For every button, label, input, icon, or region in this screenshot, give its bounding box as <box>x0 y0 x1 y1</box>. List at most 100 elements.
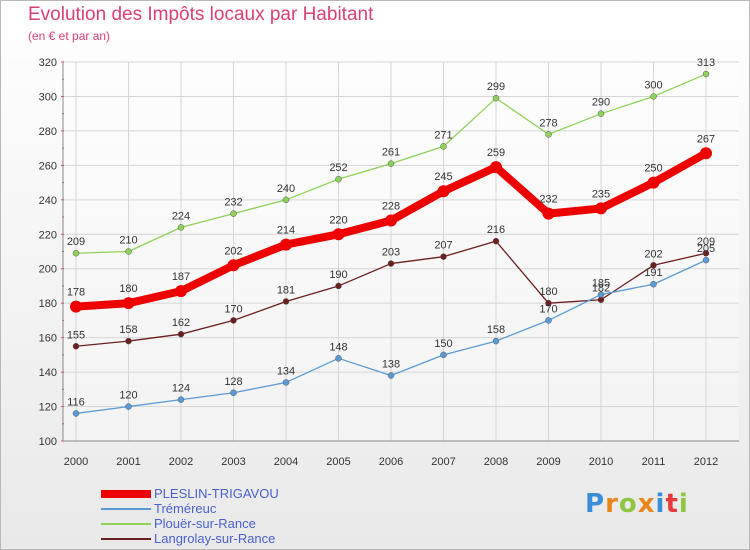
data-point-langrolay-sur-rance <box>387 260 395 267</box>
data-label-langrolay-sur-rance: 158 <box>119 324 137 336</box>
chart-legend: PLESLIN-TRIGAVOU Tréméreuc Plouër-sur-Ranc… <box>101 486 279 546</box>
logo-letter: x <box>637 489 656 519</box>
data-label-plouer-sur-rance: 313 <box>697 57 715 69</box>
data-point-tremereuc <box>335 355 342 362</box>
data-label-plouer-sur-rance: 210 <box>119 235 137 247</box>
x-tick-label: 2006 <box>379 456 403 468</box>
legend-item: PLESLIN-TRIGAVOU <box>101 486 279 501</box>
logo-letter: r <box>605 489 619 519</box>
chart-title: Evolution des Impôts locaux par Habitant <box>28 4 374 25</box>
data-label-tremereuc: 128 <box>224 376 242 388</box>
data-label-pleslin-trigavou: 245 <box>434 171 452 183</box>
x-tick-label: 2009 <box>536 456 560 468</box>
y-tick-label: 160 <box>39 333 57 345</box>
data-point-langrolay-sur-rance <box>125 337 132 345</box>
y-tick-label: 180 <box>39 298 57 310</box>
data-label-pleslin-trigavou: 202 <box>224 245 242 257</box>
data-point-langrolay-sur-rance <box>230 317 237 324</box>
data-label-pleslin-trigavou: 232 <box>539 194 557 206</box>
data-point-plouer-sur-rance <box>650 93 657 100</box>
y-tick-label: 100 <box>39 436 57 448</box>
logo-letter: o <box>618 489 638 519</box>
data-label-tremereuc: 124 <box>172 383 190 395</box>
data-label-plouer-sur-rance: 232 <box>224 197 242 209</box>
data-point-pleslin-trigavou <box>595 202 607 215</box>
data-point-langrolay-sur-rance <box>335 282 342 290</box>
x-tick-label: 2010 <box>589 456 613 468</box>
data-point-langrolay-sur-rance <box>282 298 290 305</box>
legend-label: Plouër-sur-Rance <box>154 516 256 531</box>
data-point-tremereuc <box>72 410 80 417</box>
data-label-plouer-sur-rance: 252 <box>329 162 347 174</box>
data-point-langrolay-sur-rance <box>545 299 552 307</box>
x-tick-label: 2012 <box>694 456 718 468</box>
data-label-pleslin-trigavou: 180 <box>119 283 137 295</box>
data-point-plouer-sur-rance <box>125 248 132 255</box>
data-point-pleslin-trigavou <box>332 228 345 241</box>
data-label-tremereuc: 158 <box>487 324 505 336</box>
legend-item: Tréméreuc <box>101 501 279 516</box>
data-point-plouer-sur-rance <box>440 143 447 150</box>
data-label-tremereuc: 205 <box>697 243 715 255</box>
data-point-langrolay-sur-rance <box>650 262 657 269</box>
data-label-plouer-sur-rance: 209 <box>67 236 85 248</box>
data-label-plouer-sur-rance: 224 <box>172 210 190 222</box>
legend-swatch <box>101 489 151 498</box>
data-point-langrolay-sur-rance <box>177 330 185 338</box>
data-point-tremereuc <box>387 372 395 379</box>
data-point-plouer-sur-rance <box>702 70 710 78</box>
data-point-plouer-sur-rance <box>230 210 237 217</box>
plot-area <box>63 62 739 441</box>
data-point-pleslin-trigavou <box>700 147 712 160</box>
data-label-pleslin-trigavou: 259 <box>487 147 505 159</box>
legend-label: Langrolay-sur-Rance <box>154 531 276 546</box>
x-tick-label: 2008 <box>484 456 508 468</box>
data-point-tremereuc <box>440 351 447 359</box>
data-label-plouer-sur-rance: 271 <box>434 129 452 141</box>
logo-letter: i <box>655 489 666 519</box>
data-label-tremereuc: 120 <box>119 390 137 402</box>
data-point-pleslin-trigavou <box>437 185 450 198</box>
legend-item: Langrolay-sur-Rance <box>101 531 279 546</box>
chart-subtitle: (en € et par an) <box>28 29 111 43</box>
data-point-langrolay-sur-rance <box>72 343 80 350</box>
x-tick-label: 2003 <box>221 456 245 468</box>
data-label-plouer-sur-rance: 299 <box>487 81 505 93</box>
data-label-tremereuc: 138 <box>382 359 400 371</box>
data-point-pleslin-trigavou <box>122 297 135 310</box>
data-point-langrolay-sur-rance <box>702 249 710 257</box>
data-point-pleslin-trigavou <box>280 238 292 251</box>
x-tick-label: 2000 <box>64 456 88 468</box>
data-point-plouer-sur-rance <box>72 249 80 257</box>
logo-letter: i <box>678 489 689 519</box>
x-tick-label: 2007 <box>431 456 455 468</box>
legend-label: PLESLIN-TRIGAVOU <box>154 486 279 501</box>
data-label-pleslin-trigavou: 214 <box>277 225 295 237</box>
data-label-pleslin-trigavou: 187 <box>172 271 190 283</box>
data-label-tremereuc: 148 <box>329 341 347 353</box>
x-tick-label: 2001 <box>116 456 140 468</box>
data-point-pleslin-trigavou <box>70 300 82 313</box>
data-label-langrolay-sur-rance: 203 <box>382 247 400 259</box>
data-label-tremereuc: 185 <box>592 278 610 290</box>
legend-label: Tréméreuc <box>154 501 217 516</box>
y-tick-label: 140 <box>39 367 57 379</box>
data-label-plouer-sur-rance: 278 <box>539 117 557 129</box>
data-point-tremereuc <box>125 403 132 410</box>
data-point-plouer-sur-rance <box>492 94 500 102</box>
data-point-pleslin-trigavou <box>542 207 555 220</box>
x-tick-label: 2004 <box>274 456 298 468</box>
data-label-langrolay-sur-rance: 216 <box>487 224 505 236</box>
data-label-langrolay-sur-rance: 155 <box>67 329 85 341</box>
data-point-plouer-sur-rance <box>387 160 395 167</box>
data-label-langrolay-sur-rance: 162 <box>172 317 190 329</box>
data-point-langrolay-sur-rance <box>440 253 447 260</box>
data-label-pleslin-trigavou: 267 <box>697 133 715 145</box>
x-tick-label: 2002 <box>169 456 193 468</box>
data-point-tremereuc <box>492 337 500 345</box>
y-tick-label: 240 <box>39 195 57 207</box>
data-label-pleslin-trigavou: 220 <box>329 214 347 226</box>
data-point-tremereuc <box>545 317 552 324</box>
y-tick-label: 220 <box>39 229 57 241</box>
